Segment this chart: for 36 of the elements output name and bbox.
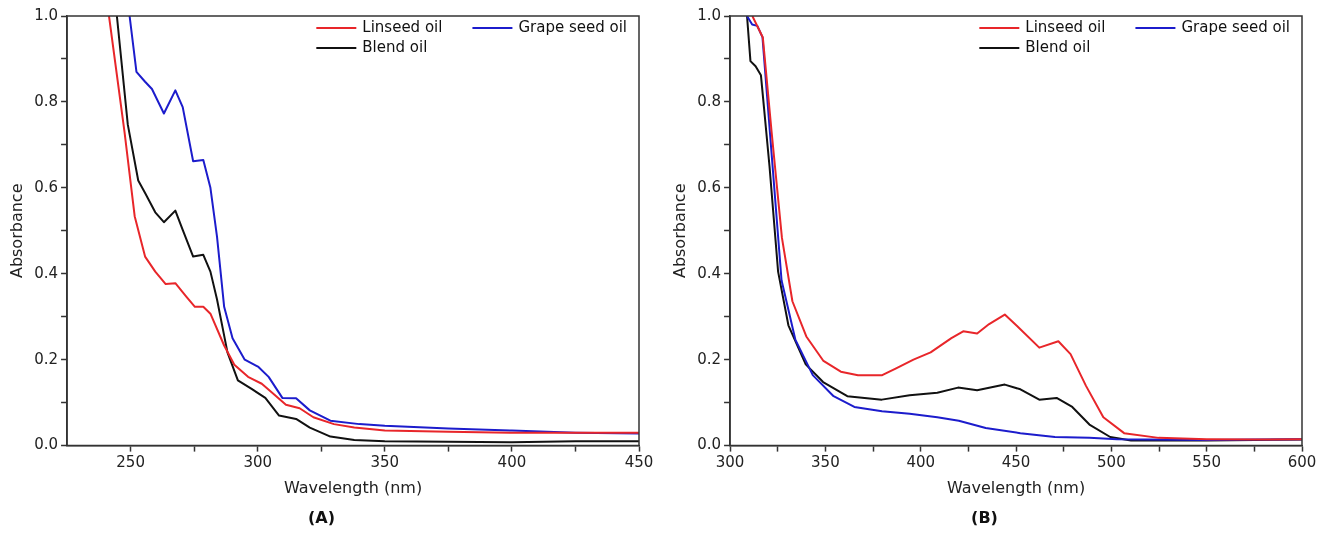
legend-label: Blend oil	[1025, 37, 1091, 56]
y-tick-label: 0.0	[697, 435, 722, 454]
y-axis-title: Absorbance	[669, 183, 689, 279]
x-tick-label: 350	[370, 453, 400, 472]
text: (B)	[971, 507, 998, 527]
y-tick-label: 0.2	[34, 349, 59, 368]
y-tick-label: 0.8	[34, 91, 59, 110]
x-tick-label: 500	[1097, 453, 1126, 472]
x-tick-label: 250	[116, 453, 145, 472]
x-tick-label: 400	[906, 453, 936, 472]
y-tick-label: 0.4	[697, 263, 722, 282]
x-tick-label: 600	[1287, 453, 1317, 472]
legend-label: Grape seed oil	[518, 17, 627, 36]
text: (A)	[307, 507, 336, 527]
y-tick-label: 0.8	[697, 91, 722, 110]
x-tick-label: 350	[811, 453, 840, 472]
x-tick-label: 300	[243, 453, 273, 472]
x-tick-label: 400	[497, 453, 527, 472]
legend-label: Grape seed oil	[1181, 17, 1290, 36]
y-tick-label: 1.0	[34, 5, 59, 24]
y-tick-label: 0.6	[697, 177, 722, 196]
y-tick-label: 0.2	[697, 349, 722, 368]
x-axis-title: Wavelength (nm)	[946, 478, 1086, 498]
y-tick-label: 0.4	[34, 263, 59, 282]
legend-label: Linseed oil	[362, 17, 443, 36]
legend-label: Linseed oil	[1025, 17, 1106, 36]
y-tick-label: 0.0	[34, 435, 59, 454]
x-axis-title: Wavelength (nm)	[283, 478, 423, 498]
y-axis-title: Absorbance	[6, 183, 26, 279]
x-tick-label: 550	[1192, 453, 1221, 472]
x-tick-label: 300	[715, 453, 745, 472]
y-tick-label: 1.0	[697, 5, 722, 24]
y-tick-label: 0.6	[34, 177, 59, 196]
x-tick-label: 450	[1001, 453, 1031, 472]
x-tick-label: 450	[624, 453, 654, 472]
legend-label: Blend oil	[362, 37, 428, 56]
